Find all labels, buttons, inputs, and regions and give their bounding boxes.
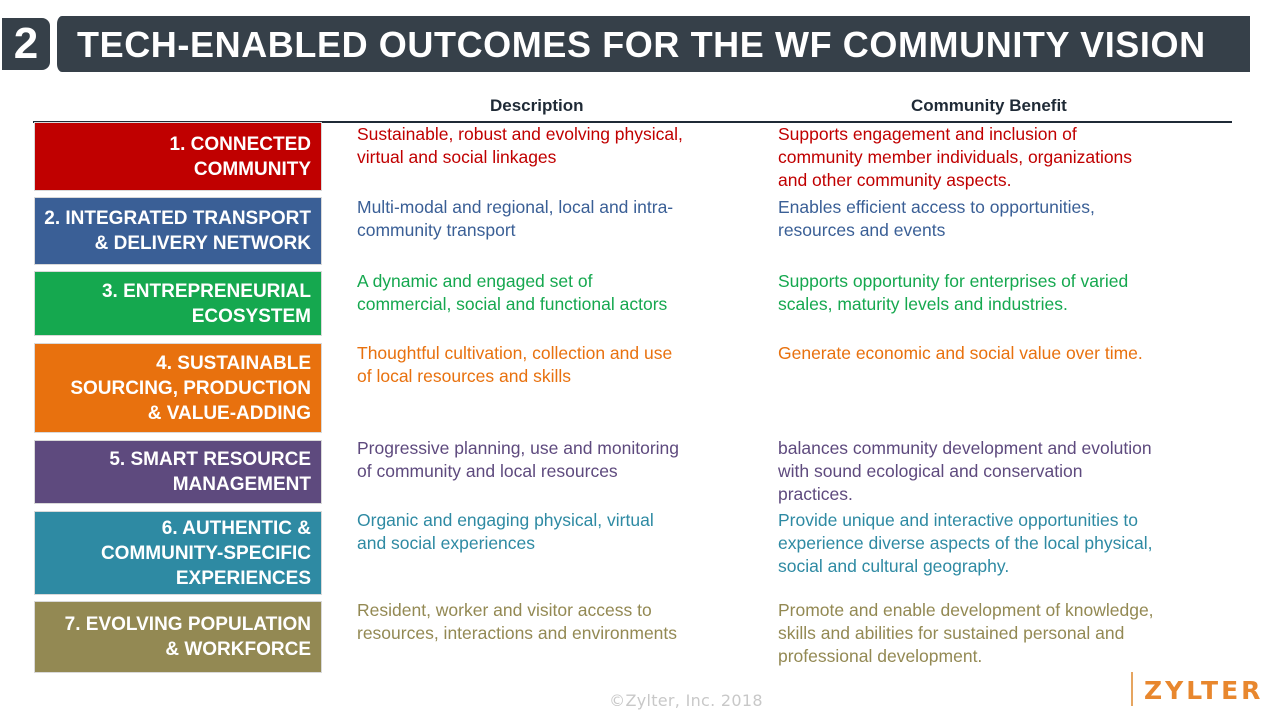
column-header-description: Description	[490, 96, 584, 115]
outcome-label-entrepreneurial-ecosystem: 3. ENTREPRENEURIAL ECOSYSTEM	[34, 271, 322, 336]
row-description: Sustainable, robust and evolving physica…	[357, 124, 683, 167]
page-title: TECH-ENABLED OUTCOMES FOR THE WF COMMUNI…	[77, 24, 1206, 65]
row-description: Organic and engaging physical, virtual a…	[357, 510, 654, 553]
row-benefit: Promote and enable development of knowle…	[778, 600, 1154, 666]
outcome-label-integrated-transport: 2. INTEGRATED TRANSPORT & DELIVERY NETWO…	[34, 197, 322, 265]
row-description: Multi-modal and regional, local and intr…	[357, 197, 674, 240]
row-description: Thoughtful cultivation, collection and u…	[357, 343, 673, 386]
outcome-label-text: 4. SUSTAINABLE SOURCING, PRODUCTION & VA…	[70, 352, 311, 424]
copyright-footer: ©Zylter, Inc. 2018	[609, 691, 763, 710]
section-number-badge: 2	[2, 18, 50, 70]
outcome-label-authentic-experiences: 6. AUTHENTIC & COMMUNITY-SPECIFIC EXPERI…	[34, 511, 322, 595]
outcome-label-text: 5. SMART RESOURCE MANAGEMENT	[109, 449, 311, 495]
logo-divider	[1131, 672, 1133, 706]
row-benefit: Generate economic and social value over …	[778, 343, 1143, 363]
row-description: Progressive planning, use and monitoring…	[357, 438, 679, 481]
zylter-logo: ZYLTER	[1144, 676, 1264, 705]
row-description: A dynamic and engaged set of commercial,…	[357, 271, 668, 314]
outcome-label-sustainable-sourcing: 4. SUSTAINABLE SOURCING, PRODUCTION & VA…	[34, 343, 322, 433]
outcome-label-text: 2. INTEGRATED TRANSPORT & DELIVERY NETWO…	[44, 208, 311, 254]
row-benefit: Supports opportunity for enterprises of …	[778, 271, 1129, 314]
outcome-label-text: 1. CONNECTED COMMUNITY	[169, 133, 311, 180]
title-bar: TECH-ENABLED OUTCOMES FOR THE WF COMMUNI…	[54, 16, 1250, 72]
row-description: Resident, worker and visitor access to r…	[357, 600, 678, 643]
column-header-benefit: Community Benefit	[911, 96, 1067, 115]
row-benefit: Supports engagement and inclusion of com…	[778, 124, 1133, 190]
row-benefit: Enables efficient access to opportunitie…	[778, 197, 1095, 240]
outcome-label-connected-community: 1. CONNECTED COMMUNITY	[34, 122, 322, 191]
outcome-label-smart-resource-management: 5. SMART RESOURCE MANAGEMENT	[34, 440, 322, 504]
row-benefit: balances community development and evolu…	[778, 438, 1152, 504]
header-divider	[33, 121, 1232, 123]
outcome-label-text: 7. EVOLVING POPULATION & WORKFORCE	[64, 614, 311, 660]
row-benefit: Provide unique and interactive opportuni…	[778, 510, 1153, 576]
outcome-label-evolving-population: 7. EVOLVING POPULATION & WORKFORCE	[34, 601, 322, 673]
outcome-label-text: 6. AUTHENTIC & COMMUNITY-SPECIFIC EXPERI…	[100, 517, 311, 589]
outcome-label-text: 3. ENTREPRENEURIAL ECOSYSTEM	[101, 280, 311, 327]
